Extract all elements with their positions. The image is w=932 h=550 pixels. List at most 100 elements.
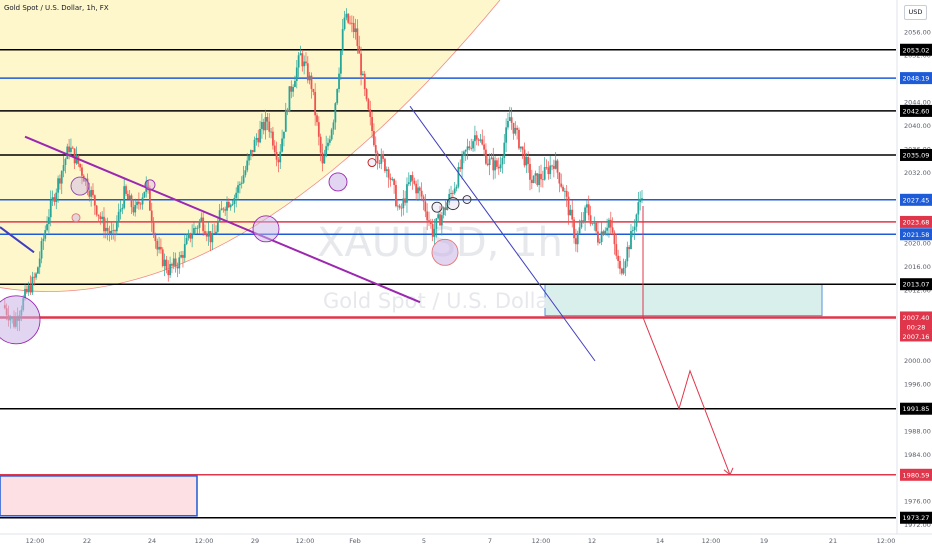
candle-body [567,196,570,216]
candle-body [565,190,568,197]
candle-body [490,157,493,159]
highlight-circle[interactable] [462,195,472,204]
candle-body [486,163,489,166]
candle-body [584,207,586,221]
candle-body [613,232,616,245]
projection-path[interactable] [642,317,731,475]
candle-body [620,268,623,274]
highlight-circle[interactable] [431,238,459,266]
candle-body [569,209,572,216]
highlight-circle[interactable] [431,201,443,213]
candle-body [281,138,284,152]
candle-body [407,182,410,185]
candle-body [312,88,315,92]
currency-button[interactable]: USD [904,5,927,20]
candle-body [25,288,28,293]
candle-body [193,228,195,235]
candle-body [196,227,199,229]
candle-body [33,276,36,278]
candle-body [547,167,550,175]
candle-body [420,190,423,197]
candle-body [593,222,596,224]
candle-body [106,227,109,231]
y-tick-label: 1972.00 [904,521,931,529]
candle-body [110,230,113,235]
level-badge-label: 1991.85 [903,405,930,413]
candle-body [448,193,451,203]
trendline-navy[interactable] [409,105,596,362]
candle-body [229,204,232,208]
candle-body [248,155,250,161]
candle-body [374,145,377,153]
highlight-circle[interactable] [0,295,41,345]
candle-body [171,264,173,266]
y-tick-label: 1984.00 [904,451,931,459]
candle-body [365,89,368,100]
candle-body [136,201,138,206]
candle-body [62,164,65,172]
candle-body [470,148,473,149]
candle-body [461,155,463,170]
candle-body [600,231,603,243]
candle-body [112,230,115,231]
candle-body [167,269,170,276]
candle-body [396,205,399,207]
candle-body [139,203,142,205]
candle-body [319,136,322,153]
candle-body [521,146,524,150]
y-tick-label: 1976.00 [904,498,931,506]
trendline-purple[interactable] [24,135,421,304]
highlight-circle[interactable] [144,179,156,191]
highlight-circle[interactable] [328,172,348,192]
candle-body [540,173,542,180]
candle-body [582,220,585,222]
candle-body [97,214,100,217]
candle-body [597,231,599,243]
highlight-circle[interactable] [71,213,81,223]
highlight-circle[interactable] [367,158,377,167]
highlight-circle[interactable] [70,176,90,196]
candle-body [415,183,418,194]
candle-body [218,210,221,221]
candle-body [354,28,357,33]
candle-body [90,190,93,197]
candle-body [103,216,105,232]
candle-body [527,157,530,164]
level-badge-label: 2053.02 [903,46,930,54]
candle-body [191,234,194,239]
candle-body [222,208,225,210]
candle-body [93,195,96,206]
candle-body [209,231,212,243]
candle-body [154,235,157,242]
candle-body [86,178,89,191]
candle-body [578,227,581,234]
trendline-navy-short[interactable] [0,226,35,254]
candle-body [99,216,102,220]
candle-body [475,135,478,140]
y-tick-label: 2000.00 [904,357,931,365]
candle-body [444,207,447,211]
candle-body [137,201,140,204]
candle-body [556,160,559,173]
highlight-circle[interactable] [252,215,280,243]
x-tick-label: 21 [829,537,837,545]
candle-body [275,151,278,160]
candle-body [580,220,583,228]
candle-body [330,129,333,140]
candle-body [389,177,392,180]
candle-body [277,159,280,163]
candle-body [462,151,465,156]
candle-body [483,144,485,150]
level-badge-label: 2042.60 [903,107,930,115]
candle-body [126,193,129,200]
highlight-circle[interactable] [446,197,460,211]
candle-body [283,131,285,139]
candle-body [453,188,456,194]
candle-body [422,196,425,202]
candle-body [529,163,531,180]
candle-body [347,13,350,23]
candle-body [488,158,491,166]
candle-body [358,46,361,54]
